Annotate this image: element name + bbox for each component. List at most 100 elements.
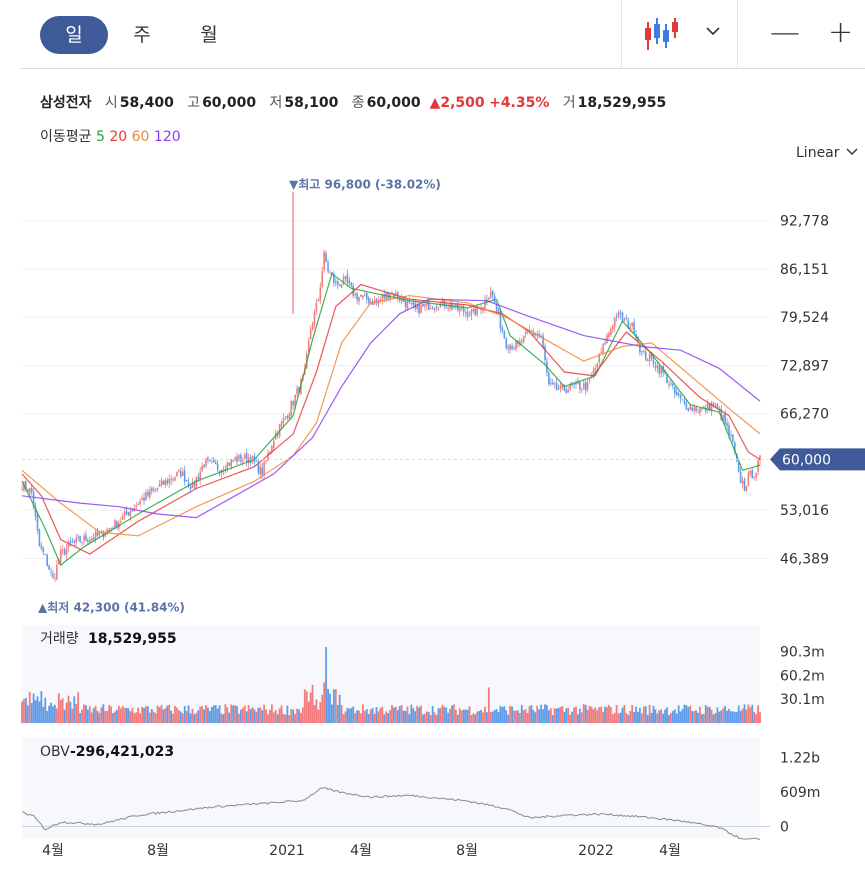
candle-body: [342, 276, 345, 285]
candle-body: [728, 425, 730, 436]
scale-selector[interactable]: Linear: [796, 145, 858, 161]
volume-bar: [197, 710, 200, 723]
volume-bar: [549, 708, 552, 723]
ma-line-5: [21, 272, 761, 566]
candle-body: [307, 340, 310, 353]
volume-bar: [127, 708, 130, 723]
candle-body: [129, 511, 132, 517]
candle-body: [329, 272, 331, 274]
candle-body: [712, 403, 715, 405]
volume-bar: [158, 707, 161, 723]
zoom-out-button[interactable]: —: [770, 15, 800, 50]
candle-body: [116, 521, 118, 528]
volume-bar: [106, 710, 109, 723]
candle-body: [199, 471, 202, 480]
volume-bar: [425, 711, 428, 723]
candle-body: [656, 364, 659, 369]
candle-body: [81, 541, 83, 544]
volume-bar: [668, 715, 670, 723]
volume-bar: [635, 706, 637, 723]
volume-bar: [92, 708, 95, 723]
volume-bar: [594, 707, 597, 723]
candle-body: [284, 416, 287, 418]
volume-bar: [284, 714, 287, 723]
volume-bar: [52, 706, 54, 723]
volume-bar: [199, 706, 202, 723]
volume-bar: [73, 696, 76, 723]
candlestick-icon: [645, 18, 678, 50]
chevron-down-icon: [706, 27, 720, 36]
ma-line-120: [21, 298, 761, 519]
volume-bar: [609, 707, 612, 723]
candle-body: [356, 293, 358, 300]
candle-body: [187, 482, 190, 486]
candle-body: [753, 476, 755, 478]
tab-weekly[interactable]: 주: [133, 24, 151, 46]
volume-bar: [575, 706, 577, 723]
candle-body: [211, 461, 213, 463]
tab-monthly[interactable]: 월: [200, 24, 218, 46]
volume-bar: [288, 715, 291, 723]
candle-body: [563, 384, 566, 391]
volume-bar: [26, 705, 29, 723]
volume-bar: [187, 705, 190, 723]
volume-bar: [137, 707, 140, 723]
change-pct: +4.35%: [489, 95, 550, 111]
candle-body: [56, 564, 58, 580]
volume-bar: [697, 712, 699, 723]
volume-bar: [726, 710, 728, 723]
volume-bar: [311, 684, 314, 723]
volume-bar: [241, 707, 244, 723]
obv-tick-label: 609m: [780, 785, 820, 801]
candle-body: [577, 381, 579, 384]
candle-body: [670, 383, 672, 385]
candle-body: [77, 536, 79, 538]
open-value: 58,400: [119, 95, 174, 111]
x-tick-label: 4월: [659, 843, 681, 859]
chart-type-selector[interactable]: [621, 0, 738, 68]
volume-bar: [226, 707, 229, 723]
candle-body: [150, 488, 153, 491]
candle-body: [497, 309, 500, 313]
candle-body: [520, 341, 523, 343]
candle-body: [141, 498, 143, 501]
candle-body: [610, 328, 612, 335]
current-price-badge: [770, 448, 865, 471]
candle-body: [377, 300, 380, 305]
volume-bar: [731, 711, 734, 723]
candle-body: [602, 343, 604, 354]
volume-bar: [88, 706, 91, 723]
candle-body: [290, 401, 293, 416]
candle-body: [704, 407, 707, 412]
candle-body: [365, 292, 368, 300]
volume-bar: [166, 705, 169, 723]
volume-bar: [743, 704, 746, 723]
volume-bar: [582, 704, 585, 723]
candle-body: [582, 383, 585, 390]
volume-bar: [125, 707, 128, 723]
volume-bar: [139, 713, 142, 723]
candle-body: [145, 492, 147, 501]
candle-body: [137, 504, 140, 506]
volume-bar: [212, 705, 215, 723]
volume-bar: [296, 708, 298, 723]
zoom-in-button[interactable]: +: [828, 15, 854, 50]
volume-bar: [673, 709, 676, 723]
candle-body: [298, 386, 300, 393]
candle-body: [344, 275, 347, 279]
volume-bar: [464, 709, 467, 723]
volume-bar: [195, 712, 198, 723]
tab-daily[interactable]: 일: [40, 16, 108, 54]
candle-body: [619, 313, 622, 315]
candle-body: [286, 416, 289, 419]
candle-body: [226, 462, 229, 469]
candle-body: [149, 489, 151, 498]
candle-body: [741, 480, 744, 484]
candle-body: [637, 336, 639, 343]
top-toolbar: 일 주 월 — +: [20, 0, 865, 69]
candle-body: [668, 384, 670, 386]
volume-bar: [509, 705, 512, 723]
candle-body: [532, 332, 535, 336]
candle-body: [393, 293, 395, 298]
